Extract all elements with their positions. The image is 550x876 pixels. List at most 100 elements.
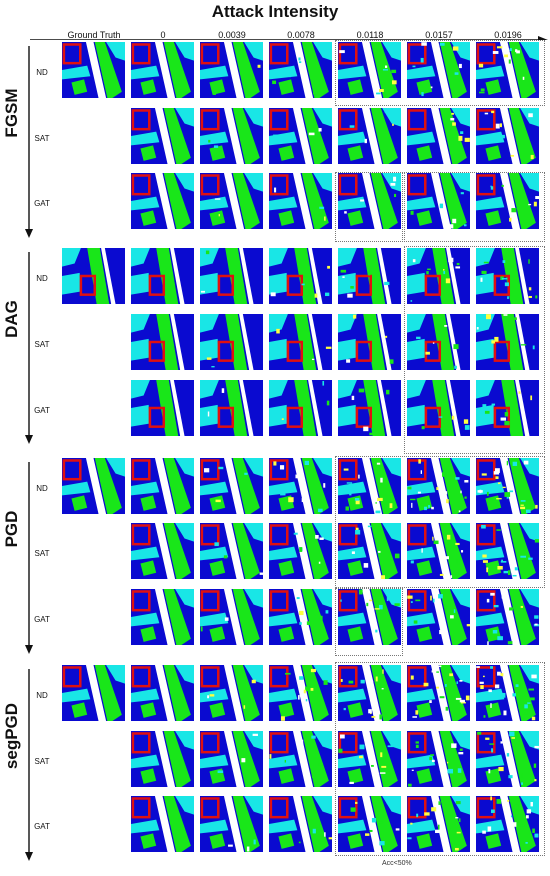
segmentation-tile bbox=[407, 589, 470, 645]
column-header: Ground Truth bbox=[67, 30, 121, 40]
segmentation-tile bbox=[407, 248, 470, 304]
row-label: ND bbox=[36, 68, 48, 77]
method-label-pgd: PGD bbox=[2, 510, 21, 548]
segmentation-tile bbox=[131, 665, 194, 721]
segmentation-tile bbox=[269, 589, 332, 645]
row-label: ND bbox=[36, 691, 48, 700]
axis-title: Attack Intensity bbox=[211, 2, 339, 21]
row-label: GAT bbox=[34, 406, 50, 415]
segmentation-tile bbox=[476, 523, 539, 579]
segmentation-tile bbox=[131, 731, 194, 787]
segmentation-tile bbox=[200, 108, 263, 164]
segmentation-tile bbox=[407, 380, 470, 436]
segmentation-tile bbox=[338, 108, 401, 164]
segmentation-tile bbox=[338, 796, 401, 852]
method-arrow-head bbox=[25, 645, 33, 654]
segmentation-tile bbox=[338, 314, 401, 370]
segmentation-tile bbox=[476, 380, 539, 436]
row-label: ND bbox=[36, 484, 48, 493]
segmentation-tile bbox=[131, 108, 194, 164]
segmentation-tile bbox=[269, 173, 332, 229]
segmentation-tile bbox=[269, 108, 332, 164]
segmentation-tile bbox=[476, 458, 539, 514]
segmentation-tile bbox=[407, 796, 470, 852]
segmentation-tile bbox=[338, 173, 401, 229]
method-label-segpgd: segPGD bbox=[2, 702, 21, 770]
segmentation-tile bbox=[200, 589, 263, 645]
segmentation-tile bbox=[269, 731, 332, 787]
segmentation-tile bbox=[338, 248, 401, 304]
segmentation-tile bbox=[338, 731, 401, 787]
column-header: 0 bbox=[160, 30, 166, 40]
segmentation-tile bbox=[200, 42, 263, 98]
segmentation-tile bbox=[476, 314, 539, 370]
segmentation-tile bbox=[476, 173, 539, 229]
row-label: SAT bbox=[34, 134, 50, 143]
segmentation-tile bbox=[131, 589, 194, 645]
segmentation-tile bbox=[338, 523, 401, 579]
column-header: 0.0118 bbox=[356, 30, 384, 40]
axis-arrow bbox=[30, 36, 548, 40]
segmentation-tile bbox=[200, 458, 263, 514]
segmentation-tile bbox=[131, 523, 194, 579]
method-arrow-head bbox=[25, 229, 33, 238]
segmentation-tile bbox=[407, 314, 470, 370]
segmentation-tile bbox=[200, 796, 263, 852]
segmentation-tile bbox=[338, 458, 401, 514]
row-label: SAT bbox=[34, 340, 50, 349]
row-label: SAT bbox=[34, 549, 50, 558]
segmentation-tile bbox=[131, 796, 194, 852]
accuracy-annotation: Acc<50% bbox=[382, 860, 412, 867]
segmentation-tile bbox=[407, 731, 470, 787]
segmentation-tile bbox=[131, 173, 194, 229]
segmentation-tile bbox=[131, 314, 194, 370]
ground-truth-tile bbox=[62, 458, 125, 514]
segmentation-tile bbox=[407, 42, 470, 98]
segmentation-tile bbox=[200, 314, 263, 370]
segmentation-tile bbox=[200, 665, 263, 721]
segmentation-tile bbox=[407, 108, 470, 164]
method-arrow-head bbox=[25, 435, 33, 444]
segmentation-tile bbox=[338, 380, 401, 436]
row-label: SAT bbox=[34, 757, 50, 766]
column-header: 0.0078 bbox=[287, 30, 315, 40]
column-header: 0.0196 bbox=[494, 30, 522, 40]
column-header: 0.0039 bbox=[218, 30, 246, 40]
segmentation-tile bbox=[338, 589, 401, 645]
segmentation-tile bbox=[269, 380, 332, 436]
segmentation-tile bbox=[269, 42, 332, 98]
row-label: GAT bbox=[34, 822, 50, 831]
segmentation-tile bbox=[407, 523, 470, 579]
segmentation-tile bbox=[476, 731, 539, 787]
segmentation-tile bbox=[476, 665, 539, 721]
column-header: 0.0157 bbox=[425, 30, 453, 40]
segmentation-tile bbox=[269, 796, 332, 852]
segmentation-tile bbox=[200, 173, 263, 229]
segmentation-tile bbox=[407, 173, 470, 229]
segmentation-tile bbox=[407, 458, 470, 514]
segmentation-tile bbox=[131, 42, 194, 98]
segmentation-tile bbox=[269, 523, 332, 579]
segmentation-tile bbox=[131, 380, 194, 436]
method-arrow-head bbox=[25, 852, 33, 861]
segmentation-tile bbox=[407, 665, 470, 721]
segmentation-tile bbox=[338, 42, 401, 98]
row-label: GAT bbox=[34, 199, 50, 208]
segmentation-tile bbox=[269, 665, 332, 721]
segmentation-tile bbox=[476, 248, 539, 304]
segmentation-tile bbox=[200, 731, 263, 787]
ground-truth-tile bbox=[62, 248, 125, 304]
segmentation-tile bbox=[269, 248, 332, 304]
row-label: GAT bbox=[34, 615, 50, 624]
method-label-dag: DAG bbox=[2, 300, 21, 338]
segmentation-tile bbox=[131, 458, 194, 514]
segmentation-tile bbox=[269, 458, 332, 514]
segmentation-tile bbox=[476, 42, 539, 98]
method-label-fgsm: FGSM bbox=[2, 88, 21, 138]
segmentation-tile bbox=[338, 665, 401, 721]
segmentation-tile bbox=[476, 108, 539, 164]
segmentation-tile bbox=[200, 523, 263, 579]
segmentation-tile bbox=[476, 796, 539, 852]
segmentation-tile bbox=[476, 589, 539, 645]
